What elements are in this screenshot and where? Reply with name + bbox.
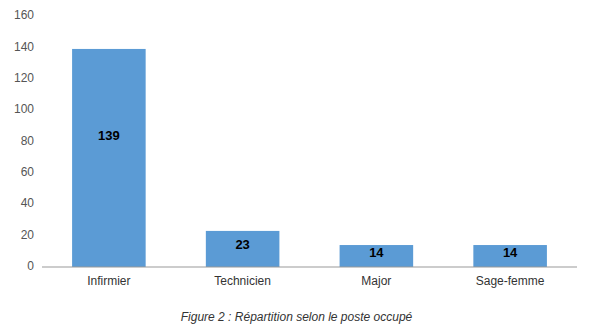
x-tick-label: Technicien xyxy=(214,274,271,288)
x-axis: Infirmier Technicien Major Sage-femme xyxy=(87,274,545,288)
x-tick-label: Sage-femme xyxy=(476,274,545,288)
bars xyxy=(72,49,547,267)
y-axis: 0 20 40 60 80 100 120 140 160 xyxy=(14,8,34,273)
y-tick-label: 160 xyxy=(14,8,34,22)
y-tick-label: 140 xyxy=(14,40,34,54)
data-label: 139 xyxy=(98,128,120,143)
caption: Figure 2 : Répartition selon le poste oc… xyxy=(181,310,413,324)
y-tick-label: 40 xyxy=(21,196,35,210)
x-axis-line xyxy=(42,267,577,268)
y-tick-label: 80 xyxy=(21,134,35,148)
y-tick-label: 20 xyxy=(21,228,35,242)
y-tick-label: 120 xyxy=(14,71,34,85)
bar xyxy=(340,245,414,267)
data-label: 23 xyxy=(235,237,249,252)
data-labels: 139 23 14 14 xyxy=(98,128,518,261)
y-tick-label: 60 xyxy=(21,165,35,179)
chart-container: 0 20 40 60 80 100 120 140 160 139 23 14 14 Infirmier T… xyxy=(0,0,593,335)
x-tick-label: Infirmier xyxy=(87,274,130,288)
x-tick-label: Major xyxy=(361,274,391,288)
y-tick-label: 0 xyxy=(27,259,34,273)
data-label: 14 xyxy=(369,245,384,260)
bar xyxy=(206,231,280,267)
y-tick-label: 100 xyxy=(14,102,34,116)
bar xyxy=(473,245,547,267)
bar xyxy=(72,49,146,267)
chart: 0 20 40 60 80 100 120 140 160 139 23 14 14 Infirmier T… xyxy=(0,0,593,335)
data-label: 14 xyxy=(503,245,518,260)
